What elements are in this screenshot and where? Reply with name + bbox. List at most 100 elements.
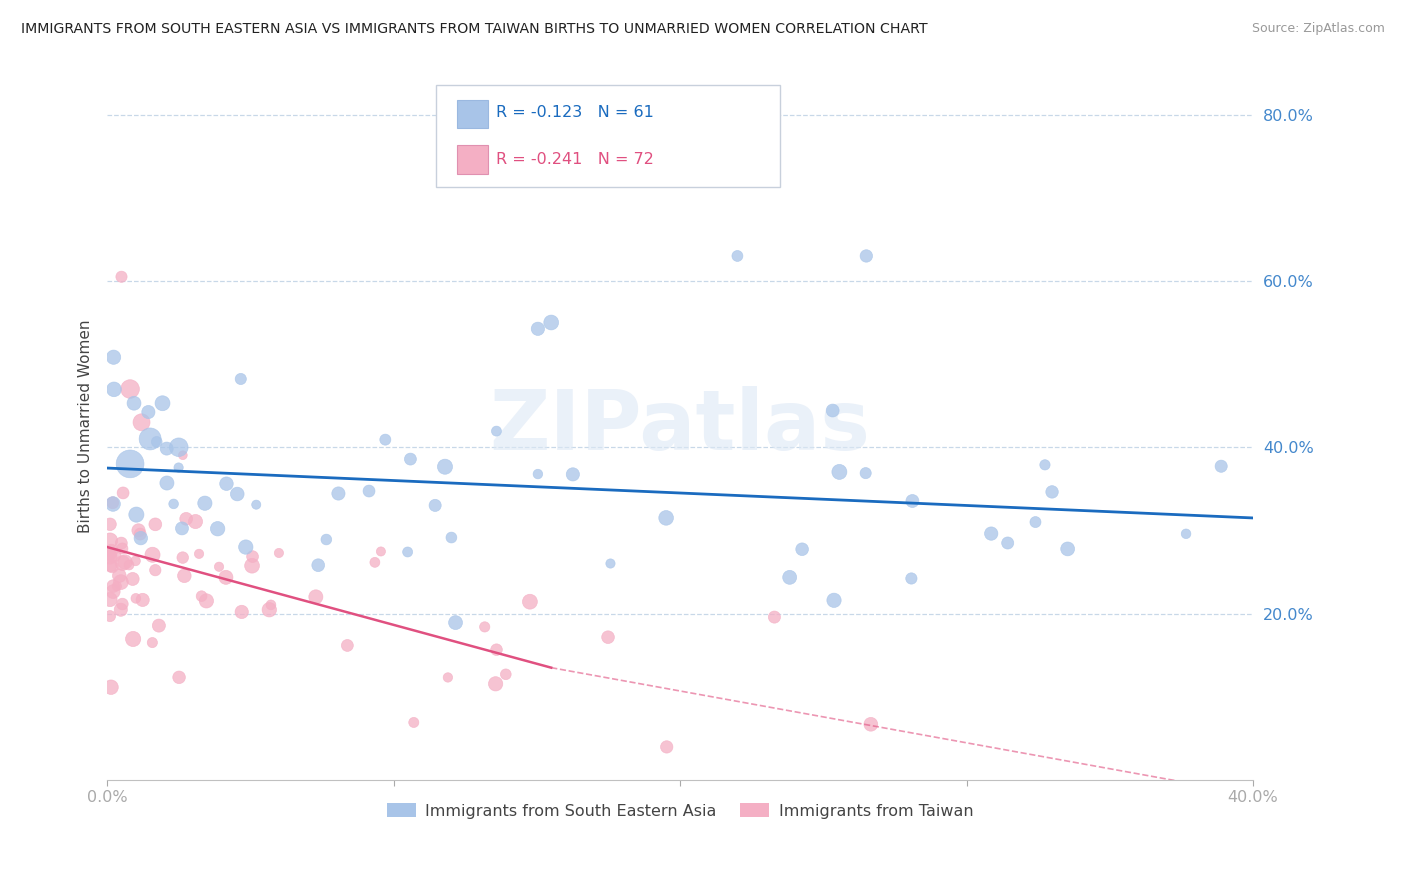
Point <box>823 593 845 607</box>
Point <box>111 556 134 570</box>
Point <box>121 572 143 586</box>
Point <box>122 632 145 646</box>
Point <box>138 405 160 419</box>
Point <box>110 603 132 617</box>
Point <box>143 517 166 532</box>
Point <box>242 549 264 564</box>
Point <box>364 555 387 569</box>
Point <box>307 558 329 573</box>
Point <box>122 396 145 410</box>
Point <box>790 542 813 557</box>
Y-axis label: Births to Unmarried Women: Births to Unmarried Women <box>79 319 93 533</box>
Point <box>141 635 163 649</box>
Point <box>103 584 125 599</box>
Point <box>527 322 550 336</box>
Point <box>143 563 166 577</box>
Point <box>111 597 134 611</box>
Point <box>156 442 179 456</box>
Point <box>98 592 121 607</box>
Text: ZIPatlas: ZIPatlas <box>489 386 870 467</box>
Point <box>114 555 136 569</box>
Point <box>495 667 517 681</box>
Point <box>612 166 634 180</box>
Point <box>519 595 541 609</box>
Point <box>110 269 132 284</box>
Point <box>103 350 125 364</box>
Point <box>1211 459 1233 474</box>
Point <box>855 249 877 263</box>
Point <box>433 459 456 474</box>
Point <box>402 715 425 730</box>
Point <box>156 475 179 490</box>
Point <box>828 465 851 479</box>
Point <box>103 383 125 397</box>
Point <box>231 605 253 619</box>
Point <box>172 550 194 565</box>
Text: R = -0.123   N = 61: R = -0.123 N = 61 <box>496 105 654 120</box>
Point <box>98 548 121 562</box>
Point <box>540 316 562 330</box>
Point <box>173 569 195 583</box>
Point <box>208 559 231 574</box>
Point <box>100 558 122 573</box>
Point <box>120 382 142 396</box>
Point <box>100 680 122 694</box>
Point <box>561 467 583 482</box>
Point <box>98 609 121 624</box>
Point <box>194 496 217 510</box>
Point <box>101 559 124 574</box>
Point <box>98 533 121 548</box>
Point <box>125 591 148 606</box>
Point <box>901 494 924 508</box>
Point <box>485 642 508 657</box>
Point <box>170 521 193 535</box>
Point <box>474 620 496 634</box>
Point <box>152 396 174 410</box>
Point <box>655 511 678 525</box>
Point <box>112 486 135 500</box>
Point <box>131 593 153 607</box>
Point <box>131 415 153 429</box>
Point <box>655 739 678 754</box>
Point <box>167 670 190 684</box>
Point <box>110 575 132 590</box>
Point <box>145 434 167 449</box>
Point <box>124 554 146 568</box>
Point <box>129 527 152 541</box>
Point <box>188 547 211 561</box>
Point <box>125 508 148 522</box>
Point <box>105 579 128 593</box>
Point <box>240 558 263 573</box>
Legend: Immigrants from South Eastern Asia, Immigrants from Taiwan: Immigrants from South Eastern Asia, Immi… <box>381 797 980 825</box>
Point <box>215 476 238 491</box>
Point <box>235 540 257 554</box>
Point <box>195 594 218 608</box>
Point <box>328 486 350 500</box>
Point <box>98 550 121 565</box>
Point <box>260 598 283 612</box>
Point <box>141 548 163 562</box>
Point <box>440 531 463 545</box>
Point <box>174 512 197 526</box>
Text: Source: ZipAtlas.com: Source: ZipAtlas.com <box>1251 22 1385 36</box>
Point <box>1040 484 1063 499</box>
Point <box>336 639 359 653</box>
Point <box>599 557 621 571</box>
Point <box>1056 541 1078 556</box>
Point <box>245 498 267 512</box>
Point <box>207 522 229 536</box>
Point <box>110 536 132 550</box>
Point <box>139 432 162 446</box>
Point <box>267 546 290 560</box>
Point <box>172 448 194 462</box>
Point <box>167 460 190 475</box>
Point <box>259 603 281 617</box>
Point <box>148 618 170 632</box>
Point <box>399 452 422 467</box>
Point <box>900 572 922 586</box>
Point <box>485 424 508 438</box>
Point <box>1024 515 1046 529</box>
Point <box>120 457 142 471</box>
Point <box>190 589 212 603</box>
Point <box>859 717 882 731</box>
